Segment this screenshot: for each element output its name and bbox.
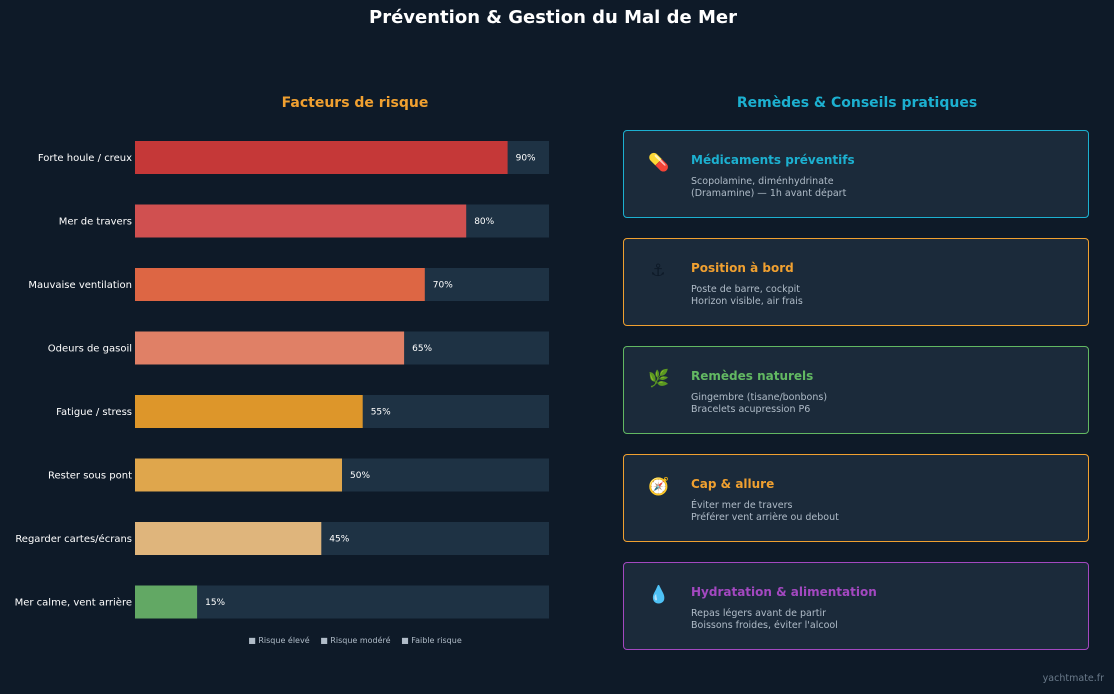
category-label: Regarder cartes/écrans [15, 533, 132, 545]
chart-title: Facteurs de risque [281, 95, 429, 111]
bar [135, 331, 405, 365]
legend-entry-high: ■ Risque élevé [248, 636, 310, 645]
remedy-card-line: (Dramamine) — 1h avant départ [691, 188, 847, 199]
risk-bar-chart: Forte houle / creux 90% Mer de travers 80% M… [15, 141, 549, 619]
bar [135, 204, 467, 238]
remedy-card-medication: 💊 Médicaments préventifs Scopolamine, di… [623, 130, 1089, 218]
remedy-card-line: Scopolamine, diménhydrinate [691, 176, 834, 187]
remedy-card-position: ⚓ Position à bord Poste de barre, cockpi… [623, 238, 1089, 326]
remedy-card-description: Gingembre (tisane/bonbons) Bracelets acu… [691, 392, 827, 416]
water-drop-icon: 💧 [648, 585, 670, 605]
value-label: 90% [516, 154, 536, 164]
pill-icon: 💊 [648, 153, 670, 173]
bar [135, 585, 198, 619]
remedy-card-description: Éviter mer de travers Préférer vent arri… [691, 500, 839, 524]
value-label: 70% [433, 281, 453, 291]
ginger-icon: 🌿 [648, 369, 670, 389]
remedy-card-description: Poste de barre, cockpit Horizon visible,… [691, 284, 803, 308]
remedy-card-line: Poste de barre, cockpit [691, 284, 800, 295]
remedy-card-natural: 🌿 Remèdes naturels Gingembre (tisane/bon… [623, 346, 1089, 434]
category-label: Fatigue / stress [56, 407, 132, 418]
remedy-card-description: Repas légers avant de partir Boissons fr… [691, 608, 838, 632]
remedy-card-title: Hydratation & alimentation [691, 585, 877, 599]
remedy-card-line: Boissons froides, éviter l'alcool [691, 620, 838, 631]
remedy-card-line: Horizon visible, air frais [691, 296, 803, 307]
value-label: 50% [350, 471, 370, 481]
remedy-card-heading: 🧭 Cap & allure Éviter mer de travers Pré… [623, 454, 1089, 542]
bar [135, 141, 508, 174]
remedy-card-line: Éviter mer de travers [691, 500, 793, 511]
category-label: Forte houle / creux [38, 153, 132, 164]
bar [135, 522, 322, 555]
remedy-card-description: Scopolamine, diménhydrinate (Dramamine) … [691, 176, 846, 200]
value-label: 80% [474, 217, 494, 227]
legend-entry-moderate: ■ Risque modéré [320, 636, 391, 645]
category-label: Odeurs de gasoil [48, 344, 132, 355]
remedy-card-title: Position à bord [691, 261, 794, 275]
bar-track [135, 585, 549, 619]
category-label: Rester sous pont [48, 471, 132, 482]
remedy-card-line: Préférer vent arrière ou debout [691, 512, 839, 523]
value-label: 65% [412, 344, 432, 354]
category-label: Mer de travers [59, 217, 132, 228]
remedy-card-hydration: 💧 Hydratation & alimentation Repas léger… [623, 562, 1089, 650]
bar [135, 395, 363, 428]
remedy-card-title: Médicaments préventifs [691, 153, 855, 167]
category-label: Mer calme, vent arrière [15, 597, 132, 609]
legend-entry-low: ■ Faible risque [401, 636, 462, 645]
anchor-icon: ⚓ [650, 261, 666, 281]
remedy-card-line: Bracelets acupression P6 [691, 404, 811, 415]
chart-legend: ■ Risque élevé ■ Risque modéré ■ Faible … [135, 636, 575, 645]
remedies-title: Remèdes & Conseils pratiques [736, 95, 978, 111]
watermark: yachtmate.fr [1042, 673, 1104, 684]
page-title: Prévention & Gestion du Mal de Mer [369, 7, 737, 28]
value-label: 15% [205, 598, 225, 608]
remedy-card-title: Remèdes naturels [691, 369, 814, 383]
remedy-card-title: Cap & allure [691, 477, 775, 491]
bar [135, 458, 342, 492]
remedy-card-line: Gingembre (tisane/bonbons) [691, 392, 828, 403]
value-label: 45% [329, 535, 349, 545]
compass-icon: 🧭 [648, 477, 670, 497]
remedy-card-line: Repas légers avant de partir [691, 608, 827, 619]
value-label: 55% [371, 408, 391, 418]
bar [135, 268, 425, 301]
category-label: Mauvaise ventilation [28, 280, 132, 291]
